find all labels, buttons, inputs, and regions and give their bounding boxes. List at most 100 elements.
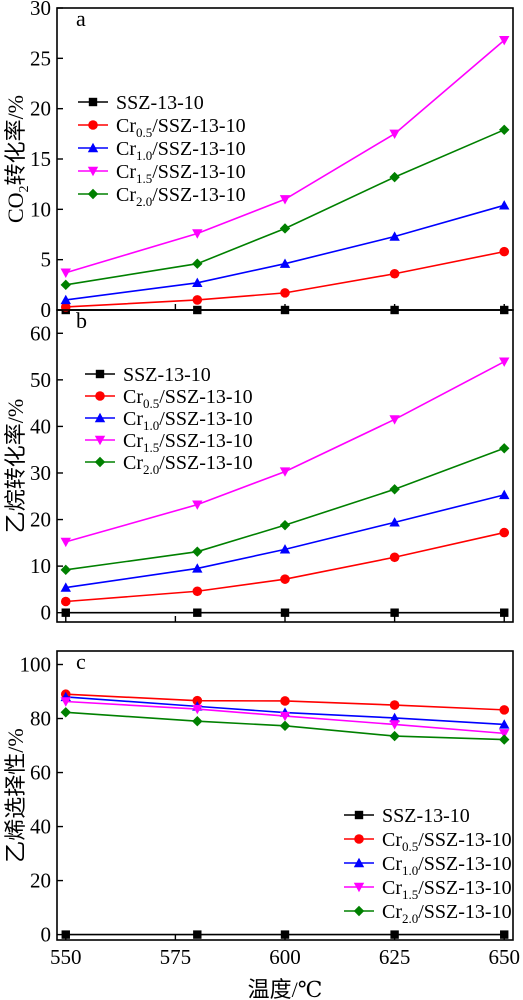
data-point xyxy=(60,596,71,607)
legend-marker xyxy=(88,120,98,130)
y-axis-title: 乙烷转化率/% xyxy=(3,399,28,533)
data-point xyxy=(60,697,71,707)
legend-item: Cr1.0/SSZ-13-10 xyxy=(85,408,253,433)
series-4 xyxy=(60,707,510,745)
legend: SSZ-13-10Cr0.5/SSZ-13-10Cr1.0/SSZ-13-10C… xyxy=(78,92,246,209)
panel-c: 0 20 40 60 80 100 c 乙烯选择性/% SSZ-13-10Cr0.5/SSZ-1… xyxy=(3,649,520,1000)
y-tick-label: 50 xyxy=(30,368,51,392)
x-tick-label: 600 xyxy=(269,945,301,969)
series-3 xyxy=(60,357,510,548)
data-point xyxy=(499,719,510,729)
legend-item: Cr1.0/SSZ-13-10 xyxy=(344,853,512,878)
legend-label: Cr0.5/SSZ-13-10 xyxy=(123,386,253,411)
series-0 xyxy=(61,930,509,939)
legend-label: Cr2.0/SSZ-13-10 xyxy=(123,452,253,477)
y-axis-title: 乙烯选择性/% xyxy=(3,728,28,862)
data-point xyxy=(389,231,400,241)
data-point xyxy=(60,537,71,548)
legend-label: Cr0.5/SSZ-13-10 xyxy=(382,829,512,854)
data-point xyxy=(279,544,291,554)
data-point xyxy=(389,730,400,742)
legend-marker xyxy=(94,412,106,423)
data-point xyxy=(193,608,202,617)
data-point xyxy=(389,517,400,527)
data-point xyxy=(192,500,203,510)
data-point xyxy=(279,720,291,732)
legend-item: SSZ-13-10 xyxy=(344,805,470,827)
y-tick-label: 20 xyxy=(30,869,51,893)
data-point xyxy=(60,707,71,718)
data-point xyxy=(60,582,71,592)
legend-item: Cr0.5/SSZ-13-10 xyxy=(78,115,246,140)
data-point xyxy=(499,246,510,257)
legend-marker xyxy=(354,810,364,820)
legend-item: Cr2.0/SSZ-13-10 xyxy=(85,452,253,477)
y-tick-label: 25 xyxy=(30,46,51,70)
panel-label: b xyxy=(76,308,87,333)
y-tick-label: 5 xyxy=(41,248,52,272)
legend-marker xyxy=(95,369,105,379)
data-point xyxy=(192,229,203,239)
data-point xyxy=(279,223,291,234)
data-point xyxy=(499,36,510,46)
data-point xyxy=(500,608,509,617)
legend-marker xyxy=(88,97,98,107)
y-tick-label: 10 xyxy=(30,197,51,221)
legend: SSZ-13-10Cr0.5/SSZ-13-10Cr1.0/SSZ-13-10C… xyxy=(344,805,512,926)
legend-label: Cr1.0/SSZ-13-10 xyxy=(116,138,246,163)
series-4 xyxy=(60,443,510,576)
legend-item: Cr2.0/SSZ-13-10 xyxy=(344,901,512,926)
legend-item: Cr0.5/SSZ-13-10 xyxy=(85,386,253,411)
data-point xyxy=(280,608,290,617)
legend-label: Cr1.0/SSZ-13-10 xyxy=(123,408,253,433)
y-tick-label: 20 xyxy=(30,508,51,532)
y-tick-label: 10 xyxy=(30,554,51,578)
series-2 xyxy=(60,200,510,305)
panel-a: 0 5 10 15 20 25 30 a CO2转化率/% SSZ-13-10Cr0.5/SSZ-… xyxy=(3,0,514,322)
series-3 xyxy=(60,36,510,278)
data-point xyxy=(389,171,400,183)
y-tick-label: 60 xyxy=(30,761,51,785)
data-point xyxy=(280,930,290,939)
x-tick-label: 550 xyxy=(50,945,82,969)
data-point xyxy=(389,415,400,425)
series-1 xyxy=(60,527,510,607)
panel-label: a xyxy=(76,6,86,31)
legend-label: Cr2.0/SSZ-13-10 xyxy=(382,901,512,926)
series-2 xyxy=(60,489,510,592)
series-3 xyxy=(60,697,510,739)
legend-marker xyxy=(353,882,365,893)
data-point xyxy=(389,720,400,730)
data-point xyxy=(499,489,510,500)
data-point xyxy=(390,608,399,617)
legend-label: Cr0.5/SSZ-13-10 xyxy=(116,115,246,140)
data-point xyxy=(499,357,510,367)
data-point xyxy=(389,712,400,723)
data-point xyxy=(499,200,510,210)
data-point xyxy=(192,695,203,706)
data-point xyxy=(60,268,71,278)
legend-marker xyxy=(353,857,365,868)
x-tick-label: 625 xyxy=(379,945,411,969)
legend-label: SSZ-13-10 xyxy=(123,364,211,386)
series-0 xyxy=(61,608,509,617)
data-point xyxy=(389,552,400,563)
data-point xyxy=(389,484,400,495)
data-point xyxy=(279,519,291,531)
data-point xyxy=(279,711,291,722)
y-tick-label: 30 xyxy=(30,461,51,485)
legend-marker xyxy=(94,435,106,446)
y-tick-label: 60 xyxy=(30,321,51,345)
data-point xyxy=(389,268,400,279)
data-point xyxy=(192,277,203,288)
legend-marker xyxy=(353,905,365,917)
legend-label: Cr1.5/SSZ-13-10 xyxy=(382,877,512,902)
data-point xyxy=(279,195,291,205)
y-tick-label: 0 xyxy=(41,601,52,625)
series-line xyxy=(65,494,505,589)
data-point xyxy=(192,258,203,269)
series-1 xyxy=(60,246,510,312)
data-point xyxy=(390,930,399,939)
legend-item: Cr1.5/SSZ-13-10 xyxy=(78,161,246,186)
